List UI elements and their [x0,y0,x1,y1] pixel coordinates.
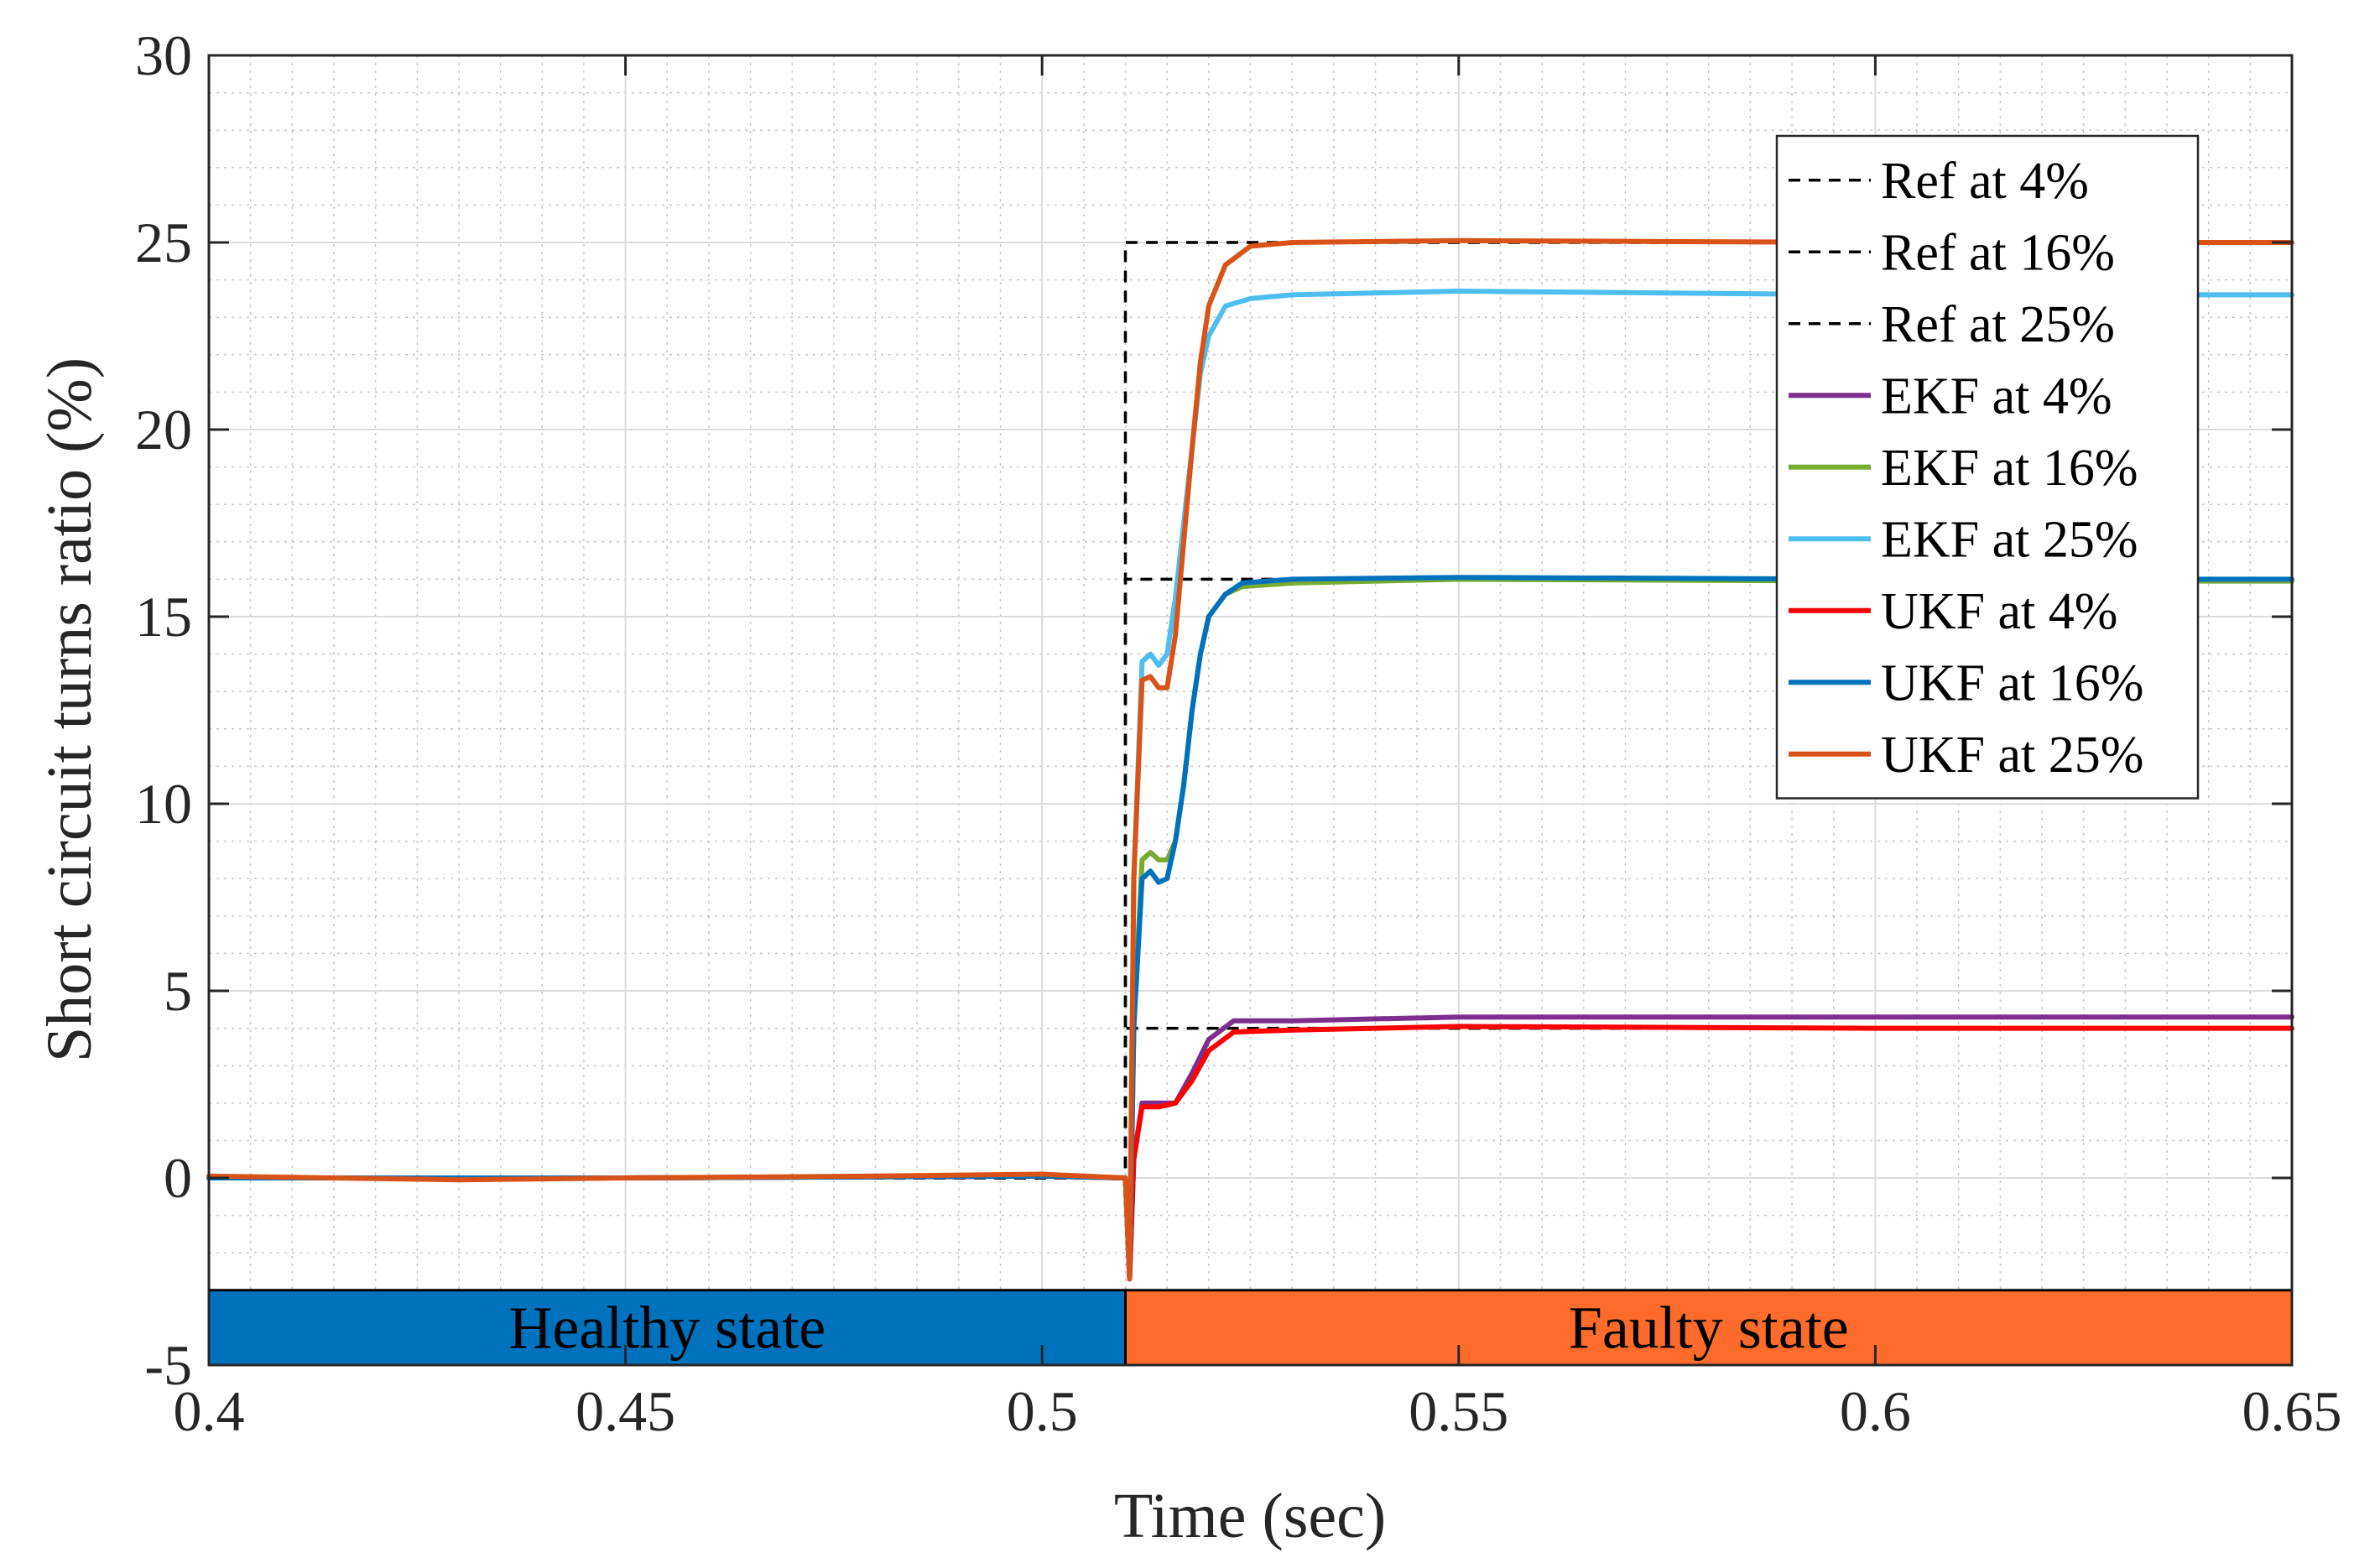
legend-item-label: Ref at 16% [1881,224,2115,281]
axis-ticks [207,54,2294,1367]
y-tick-label: 5 [164,959,192,1023]
series-lines [206,237,2294,1282]
x-tick-label: 0.4 [174,1379,245,1443]
legend-item-label: UKF at 16% [1881,654,2143,711]
state-band-label: Healthy state [508,1294,825,1361]
legend-item-label: EKF at 4% [1881,367,2112,425]
x-tick-label: 0.6 [1840,1379,1911,1443]
state-bands: Healthy state Faulty state [207,1289,2294,1367]
legend-item-label: Ref at 4% [1881,153,2089,210]
state-band-label: Faulty state [1569,1294,1849,1361]
x-axis-label: Time (sec) [1114,1481,1386,1551]
y-axis-label: Short circuit turns ratio (%) [34,357,105,1062]
x-tick-label: 0.55 [1409,1379,1508,1443]
legend: Ref at 4% Ref at 16% Ref at 25% EKF at 4% EK… [1775,134,2200,800]
y-tick-label: 30 [135,23,192,87]
legend-item-label: UKF at 25% [1881,727,2143,784]
y-tick-label: 20 [135,398,192,461]
y-tick-labels: -5 0 5 10 15 20 25 30 [135,23,192,1397]
y-tick-label: 25 [135,211,192,274]
y-tick-label: 15 [135,585,192,649]
y-tick-label: 0 [164,1146,192,1210]
state-band-1 [1124,1289,2294,1367]
plot-frame [207,54,2294,1367]
x-tick-label: 0.5 [1007,1379,1078,1443]
legend-item-label: EKF at 25% [1881,511,2138,568]
x-tick-label: 0.65 [2242,1379,2342,1443]
y-tick-label: -5 [144,1333,192,1397]
y-tick-label: 10 [135,772,192,836]
legend-item-label: UKF at 4% [1881,583,2117,640]
x-tick-label: 0.45 [575,1379,675,1443]
series-line-8 [206,237,2294,1282]
x-tick-labels: 0.4 0.45 0.5 0.55 0.6 0.65 [174,1379,2342,1443]
legend-item-label: Ref at 25% [1881,296,2115,353]
legend-item-label: EKF at 16% [1881,440,2138,497]
